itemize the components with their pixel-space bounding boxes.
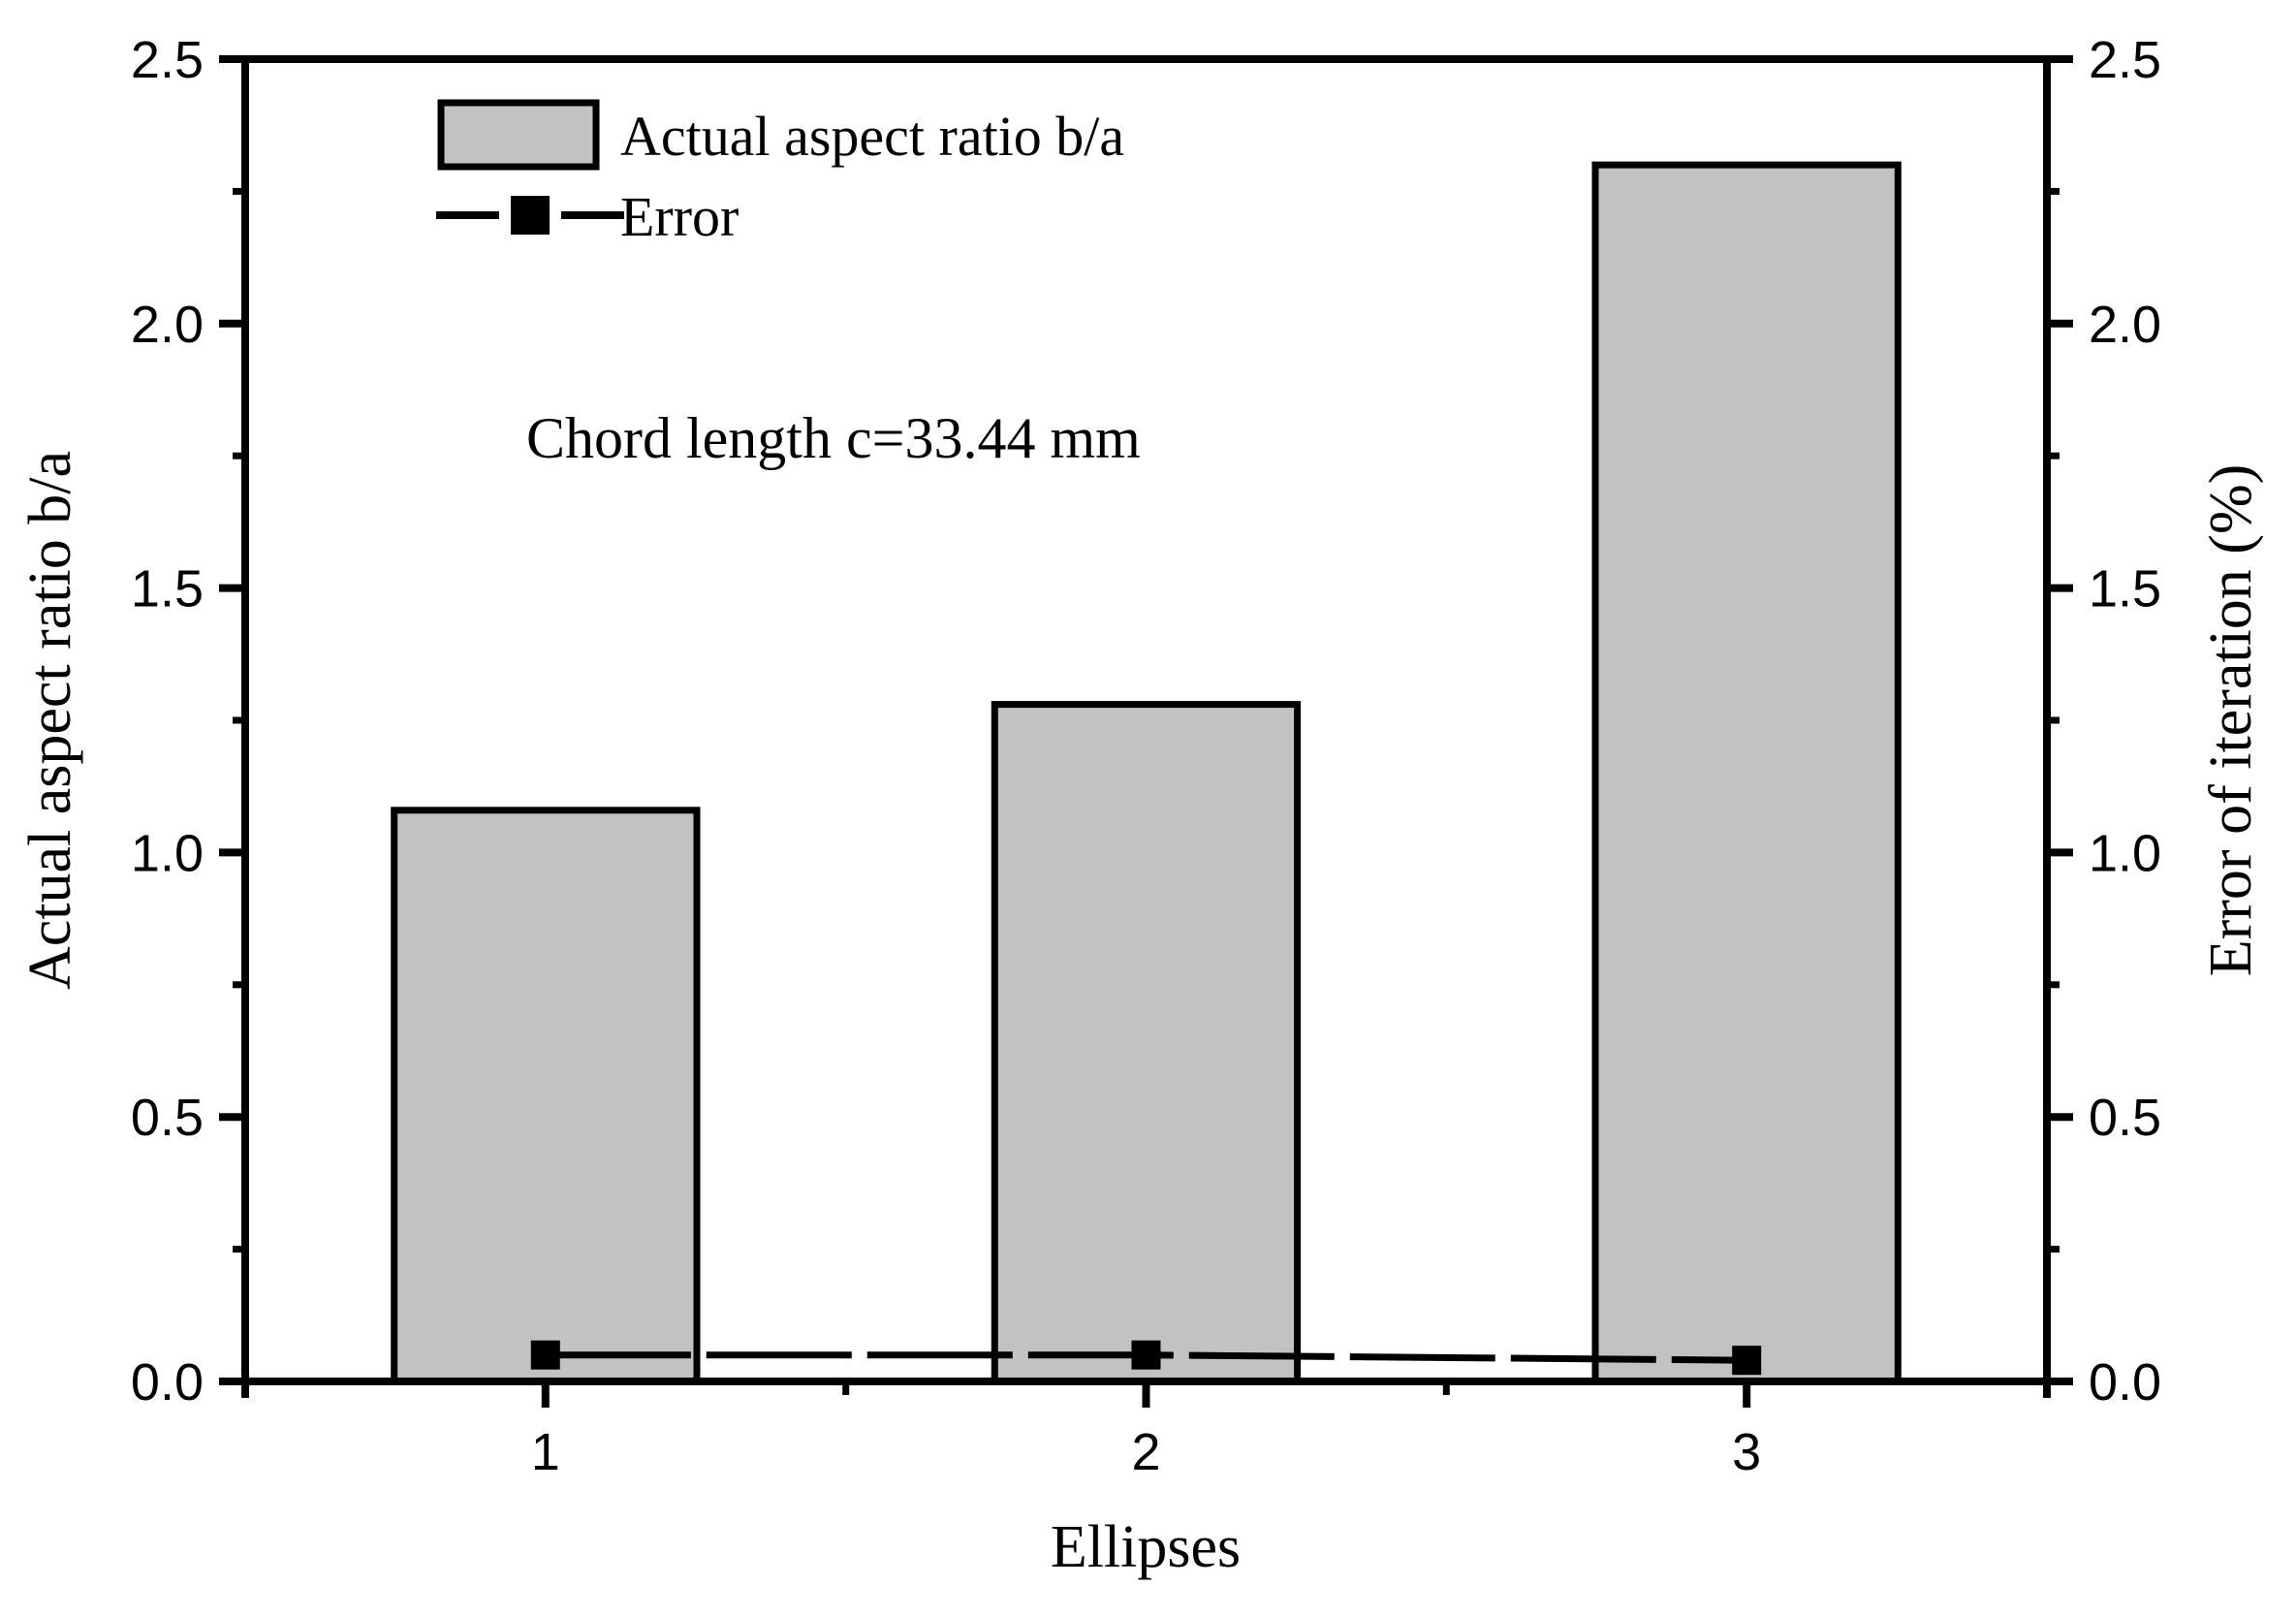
right-tick-label: 1.0 [2089, 824, 2161, 882]
bar-actual-aspect-ratio [991, 701, 1302, 1385]
legend-label-aspect-ratio: Actual aspect ratio b/a [620, 105, 1124, 168]
tick-labels-layer: 0.0 0.0 0.5 0.5 1.0 1.0 1.5 1.5 2.0 2.0 2.5 2.5 1 2 3 [131, 31, 2161, 1481]
right-tick-label: 0.5 [2089, 1089, 2161, 1147]
right-tick-label: 2.0 [2089, 296, 2161, 354]
legend-label-error: Error [620, 185, 739, 248]
left-tick-label: 1.5 [131, 560, 204, 618]
bar-actual-aspect-ratio [1591, 161, 1902, 1385]
left-tick-label: 1.0 [131, 824, 204, 882]
x-tick-label: 3 [1732, 1423, 1761, 1481]
left-axis-title: Actual aspect ratio b/a [17, 451, 83, 990]
x-tick-label: 2 [1131, 1423, 1160, 1481]
plot-frame [241, 55, 2051, 1385]
error-marker [530, 1340, 560, 1370]
error-marker [1732, 1346, 1762, 1376]
left-tick-label: 2.0 [131, 296, 204, 354]
error-marker [1131, 1340, 1161, 1370]
right-tick-label: 2.5 [2089, 31, 2161, 89]
bar-actual-aspect-ratio [391, 807, 701, 1385]
left-tick-label: 0.0 [131, 1353, 204, 1411]
bars-layer [391, 161, 1902, 1385]
error-line-layer [530, 1340, 1762, 1376]
x-tick-label: 1 [531, 1423, 560, 1481]
right-axis-title: Error of iteration (%) [2198, 464, 2264, 976]
annotation-chord-length: Chord length c=33.44 mm [526, 406, 1141, 470]
right-tick-label: 1.5 [2089, 560, 2161, 618]
legend-bar-swatch [437, 99, 600, 171]
x-axis-title: Ellipses [1051, 1514, 1241, 1580]
left-tick-label: 2.5 [131, 31, 204, 89]
left-tick-label: 0.5 [131, 1089, 204, 1147]
right-tick-label: 0.0 [2089, 1353, 2161, 1411]
legend-square-marker [511, 196, 550, 235]
legend: Actual aspect ratio b/a Error [436, 99, 1124, 248]
